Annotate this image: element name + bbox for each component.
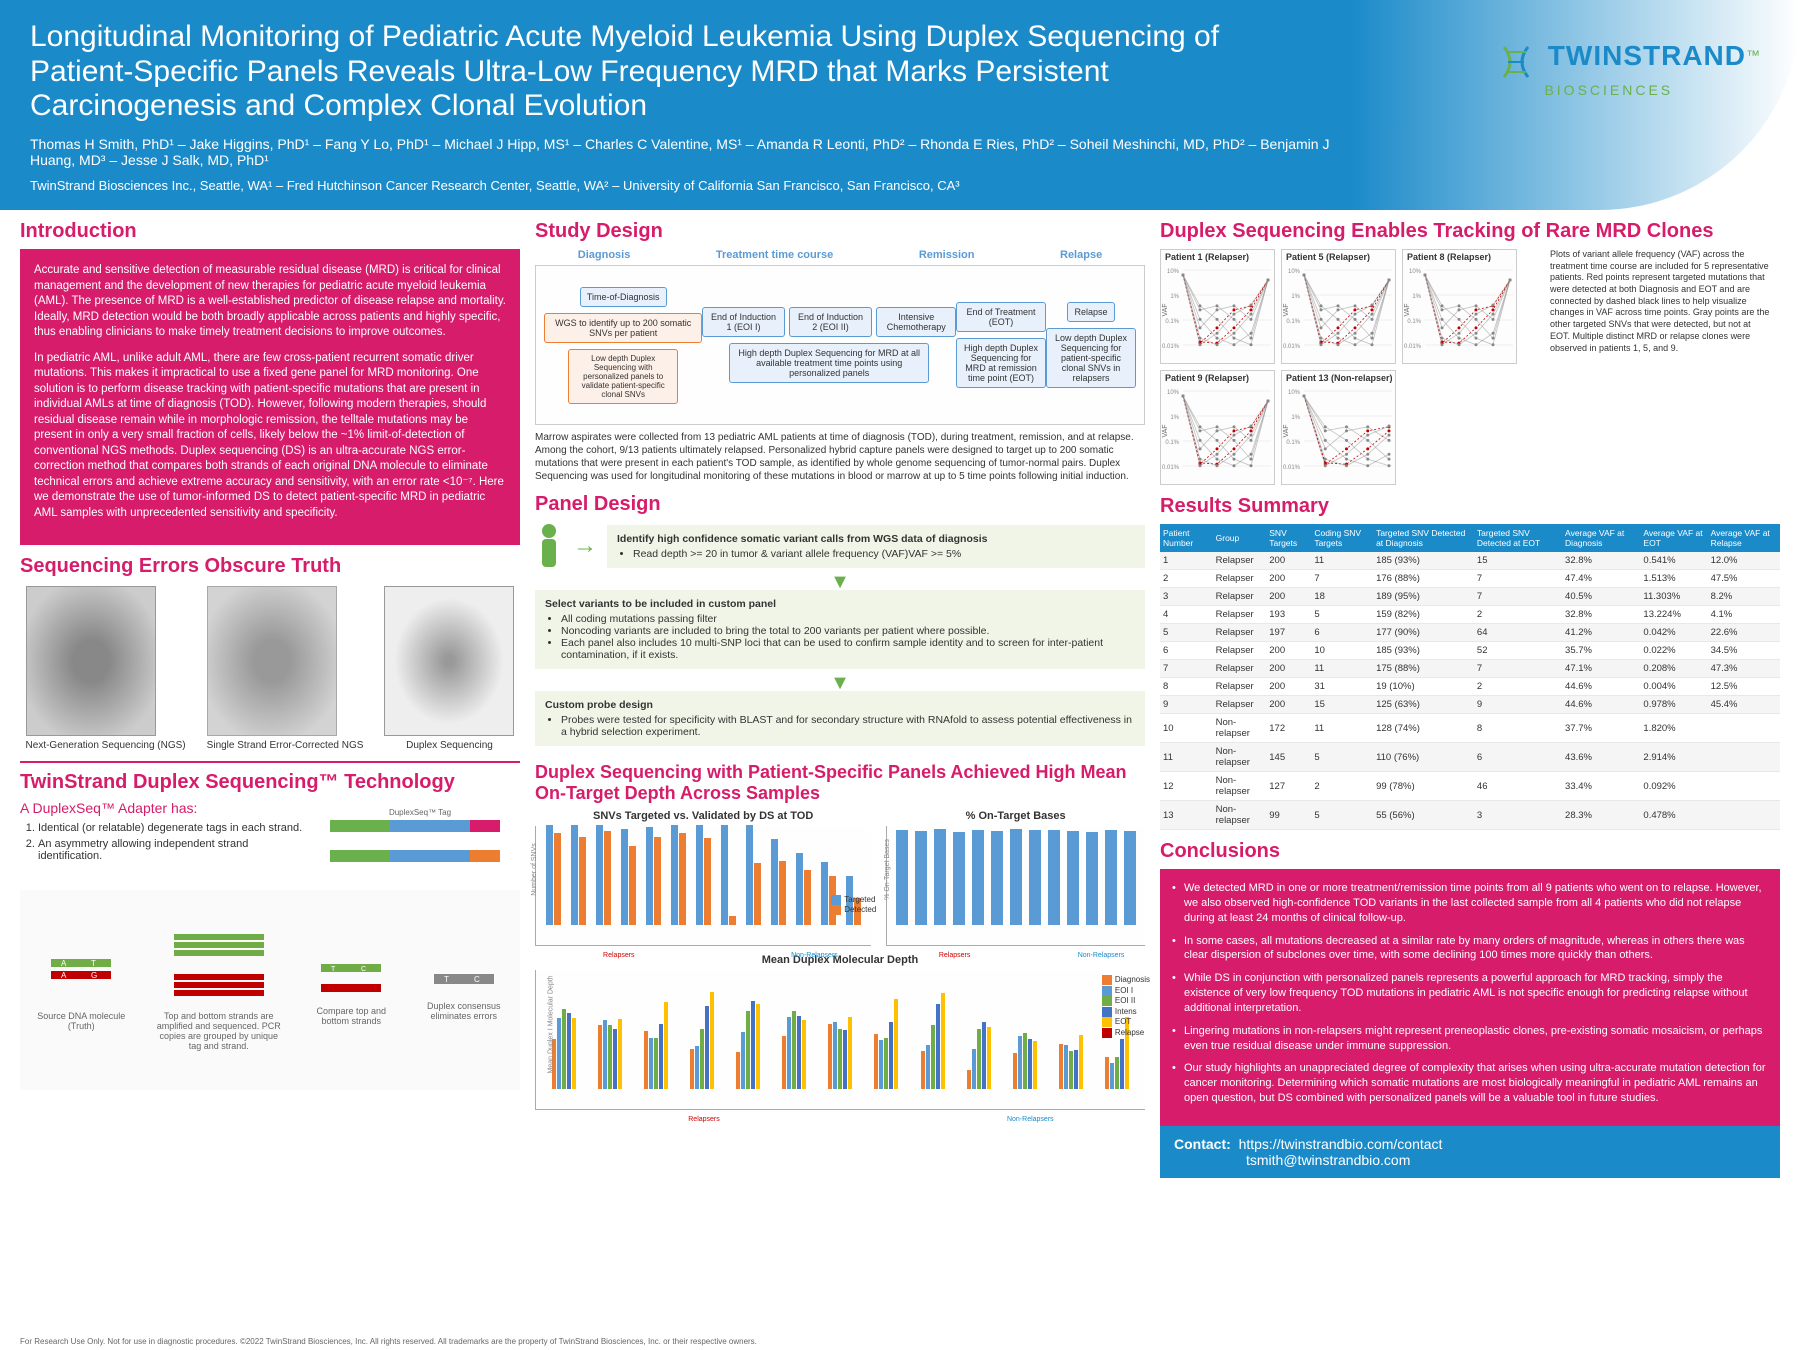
svg-text:0.01%: 0.01% bbox=[1283, 344, 1301, 350]
arrow-down-icon: ▼ bbox=[535, 675, 1145, 691]
svg-text:T: T bbox=[331, 966, 336, 973]
seq-errors-section: Sequencing Errors Obscure Truth Next-Gen… bbox=[20, 555, 520, 751]
authors-list: Thomas H Smith, PhD¹ – Jake Higgins, PhD… bbox=[30, 136, 1330, 168]
seq-img-single: Single Strand Error-Corrected NGS bbox=[207, 586, 364, 751]
column-right: Duplex Sequencing Enables Tracking of Ra… bbox=[1160, 220, 1780, 1290]
study-design-section: Study Design Diagnosis Treatment time co… bbox=[535, 220, 1145, 483]
svg-text:1%: 1% bbox=[1170, 415, 1179, 421]
header: Longitudinal Monitoring of Pediatric Acu… bbox=[0, 0, 1800, 210]
seq-img-ngs: Next-Generation Sequencing (NGS) bbox=[26, 586, 186, 751]
content-grid: Introduction Accurate and sensitive dete… bbox=[0, 210, 1800, 1300]
vaf-title: Duplex Sequencing Enables Tracking of Ra… bbox=[1160, 220, 1780, 243]
seq-err-title: Sequencing Errors Obscure Truth bbox=[20, 555, 520, 578]
results-table: Patient NumberGroupSNV TargetsCoding SNV… bbox=[1160, 524, 1780, 830]
logo-text-sub: BIOSCIENCES bbox=[1544, 82, 1760, 98]
person-icon bbox=[535, 522, 563, 570]
svg-text:1%: 1% bbox=[1412, 294, 1421, 300]
svg-text:T: T bbox=[91, 959, 96, 968]
adapter-list: Identical (or relatable) degenerate tags… bbox=[38, 822, 310, 862]
svg-text:C: C bbox=[361, 966, 366, 973]
intro-box: Accurate and sensitive detection of meas… bbox=[20, 249, 520, 545]
on-target-chart: % On-Target BasesRelapsersNon-Relapsers bbox=[886, 826, 1145, 946]
vaf-plot: Patient 5 (Relapser)10%1%0.1%0.01%VAF bbox=[1281, 249, 1396, 364]
panel-step-3: Custom probe design Probes were tested f… bbox=[535, 691, 1145, 746]
svg-text:A: A bbox=[61, 971, 67, 980]
svg-text:1%: 1% bbox=[1291, 294, 1300, 300]
svg-text:VAF: VAF bbox=[1283, 303, 1290, 316]
poster-root: Longitudinal Monitoring of Pediatric Acu… bbox=[0, 0, 1800, 1350]
vaf-plot: Patient 9 (Relapser)10%1%0.1%0.01%VAF bbox=[1160, 370, 1275, 485]
intro-p2: In pediatric AML, unlike adult AML, ther… bbox=[34, 351, 506, 522]
adapter-heading: A DuplexSeq™ Adapter has: bbox=[20, 800, 310, 816]
intro-p1: Accurate and sensitive detection of meas… bbox=[34, 263, 506, 341]
svg-text:10%: 10% bbox=[1167, 269, 1180, 275]
panel-design-section: Panel Design → Identify high confidence … bbox=[535, 493, 1145, 752]
results-summary-section: Results Summary Patient NumberGroupSNV T… bbox=[1160, 495, 1780, 830]
affiliations: TwinStrand Biosciences Inc., Seattle, WA… bbox=[30, 178, 1330, 193]
study-flowchart: Time-of-Diagnosis WGS to identify up to … bbox=[535, 265, 1145, 425]
svg-text:0.1%: 0.1% bbox=[1286, 319, 1300, 325]
footer-disclaimer: For Research Use Only. Not for use in di… bbox=[20, 1337, 757, 1346]
svg-text:0.01%: 0.01% bbox=[1162, 344, 1180, 350]
introduction-section: Introduction Accurate and sensitive dete… bbox=[20, 220, 520, 545]
svg-text:DuplexSeq™ Tag: DuplexSeq™ Tag bbox=[389, 808, 451, 817]
study-caption: Marrow aspirates were collected from 13 … bbox=[535, 431, 1145, 483]
svg-text:0.01%: 0.01% bbox=[1162, 465, 1180, 471]
vaf-plot-grid: Patient 1 (Relapser)10%1%0.1%0.01%VAFPat… bbox=[1160, 249, 1540, 485]
svg-text:0.01%: 0.01% bbox=[1404, 344, 1422, 350]
svg-text:0.01%: 0.01% bbox=[1283, 465, 1301, 471]
poster-title: Longitudinal Monitoring of Pediatric Acu… bbox=[30, 20, 1230, 124]
svg-text:VAF: VAF bbox=[1162, 303, 1169, 316]
svg-text:10%: 10% bbox=[1167, 390, 1180, 396]
technology-section: TwinStrand Duplex Sequencing™ Technology… bbox=[20, 761, 520, 1090]
svg-text:VAF: VAF bbox=[1404, 303, 1411, 316]
svg-text:0.1%: 0.1% bbox=[1286, 440, 1300, 446]
dna-helix-icon bbox=[1496, 42, 1536, 82]
vaf-plot: Patient 13 (Non-relapser)10%1%0.1%0.01%V… bbox=[1281, 370, 1396, 485]
seq-img-duplex: Duplex Sequencing bbox=[384, 586, 514, 751]
results-title: Results Summary bbox=[1160, 495, 1780, 518]
arrow-down-icon: ▼ bbox=[535, 574, 1145, 590]
svg-text:VAF: VAF bbox=[1283, 424, 1290, 437]
vaf-tracking-section: Duplex Sequencing Enables Tracking of Ra… bbox=[1160, 220, 1780, 485]
column-left: Introduction Accurate and sensitive dete… bbox=[20, 220, 520, 1290]
svg-text:1%: 1% bbox=[1291, 415, 1300, 421]
svg-text:C: C bbox=[474, 975, 480, 984]
svg-text:0.1%: 0.1% bbox=[1165, 440, 1179, 446]
vaf-caption: Plots of variant allele frequency (VAF) … bbox=[1550, 249, 1770, 485]
molecular-depth-chart: DiagnosisEOI IEOI IIIntensEOTRelapseMean… bbox=[535, 970, 1145, 1110]
svg-text:10%: 10% bbox=[1288, 390, 1301, 396]
svg-text:T: T bbox=[444, 975, 449, 984]
vaf-plot: Patient 1 (Relapser)10%1%0.1%0.01%VAF bbox=[1160, 249, 1275, 364]
tech-title: TwinStrand Duplex Sequencing™ Technology bbox=[20, 771, 520, 794]
conclusions-section: Conclusions We detected MRD in one or mo… bbox=[1160, 840, 1780, 1178]
conclusions-title: Conclusions bbox=[1160, 840, 1780, 863]
tech-workflow-diagram: ATAGSource DNA molecule (Truth) Top and … bbox=[20, 890, 520, 1090]
panel-title: Panel Design bbox=[535, 493, 1145, 516]
svg-text:0.1%: 0.1% bbox=[1165, 319, 1179, 325]
depth-section: Duplex Sequencing with Patient-Specific … bbox=[535, 762, 1145, 1110]
company-logo: TWINSTRAND™ BIOSCIENCES bbox=[1496, 40, 1760, 98]
intro-title: Introduction bbox=[20, 220, 520, 243]
svg-text:A: A bbox=[61, 959, 67, 968]
vaf-plot: Patient 8 (Relapser)10%1%0.1%0.01%VAF bbox=[1402, 249, 1517, 364]
conclusions-box: We detected MRD in one or more treatment… bbox=[1160, 869, 1780, 1126]
seq-images-row: Next-Generation Sequencing (NGS) Single … bbox=[20, 586, 520, 751]
svg-text:10%: 10% bbox=[1288, 269, 1301, 275]
study-title: Study Design bbox=[535, 220, 1145, 243]
column-middle: Study Design Diagnosis Treatment time co… bbox=[535, 220, 1145, 1290]
svg-text:0.1%: 0.1% bbox=[1407, 319, 1421, 325]
contact-bar: Contact: https://twinstrandbio.com/conta… bbox=[1160, 1126, 1780, 1178]
svg-text:G: G bbox=[91, 971, 97, 980]
depth-title: Duplex Sequencing with Patient-Specific … bbox=[535, 762, 1145, 804]
panel-step-2: Select variants to be included in custom… bbox=[535, 590, 1145, 669]
svg-text:VAF: VAF bbox=[1162, 424, 1169, 437]
svg-text:10%: 10% bbox=[1409, 269, 1422, 275]
logo-text-main: TWINSTRAND bbox=[1548, 40, 1746, 71]
adapter-diagram: DuplexSeq™ Tag bbox=[320, 800, 520, 890]
snv-targeted-chart: TargetedDetectedNumber of SNVsRelapsersN… bbox=[535, 826, 871, 946]
svg-text:1%: 1% bbox=[1170, 294, 1179, 300]
